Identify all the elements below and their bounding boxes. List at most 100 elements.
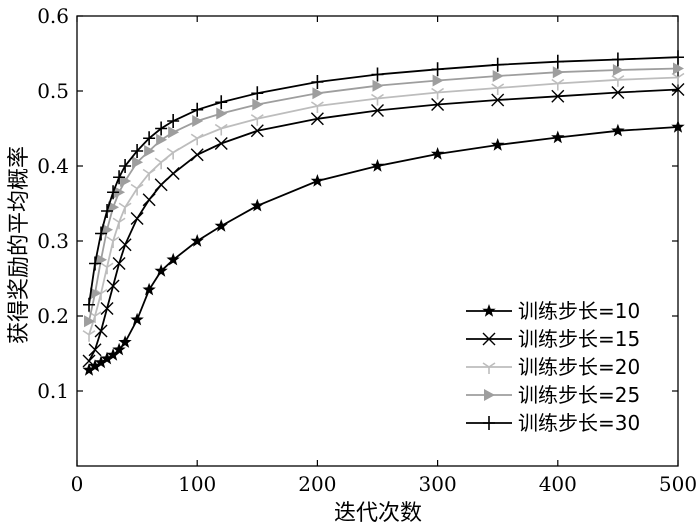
- plus-marker: [311, 75, 324, 89]
- tri-down-marker: [371, 93, 384, 106]
- x-marker: [82, 354, 96, 368]
- star-marker: [370, 159, 385, 172]
- triangle-right-marker: [372, 79, 384, 92]
- x-marker: [94, 324, 108, 338]
- triangle-right-marker: [156, 133, 168, 146]
- plus-marker: [491, 57, 504, 72]
- y-tick-label: 0.2: [37, 304, 69, 328]
- y-tick-label: 0.3: [37, 229, 69, 253]
- x-tick-label: 100: [178, 472, 216, 496]
- x-marker: [491, 93, 505, 107]
- series-5: [83, 50, 684, 312]
- x-marker: [118, 238, 132, 252]
- x-marker: [250, 124, 264, 138]
- triangle-right-marker: [132, 156, 144, 169]
- star-marker: [142, 282, 156, 296]
- legend-entry: 训练步长=25: [466, 383, 640, 407]
- star-marker: [491, 138, 505, 151]
- y-axis-label: 获得奖励的平均概率: [7, 146, 32, 344]
- tri-down-marker: [130, 183, 144, 196]
- legend: 训练步长=10 训练步长=15 训练步长=20 训练步长=25 训练步长=30: [466, 299, 640, 435]
- triangle-right-marker: [432, 74, 444, 87]
- plus-marker: [167, 114, 180, 128]
- star-marker: [551, 130, 565, 144]
- x-marker: [671, 83, 685, 96]
- plus-marker: [155, 121, 168, 136]
- plus-marker: [191, 102, 204, 117]
- plus-marker: [143, 131, 156, 146]
- triangle-right-marker: [216, 107, 228, 120]
- series-4: [84, 62, 684, 328]
- x-marker: [611, 86, 625, 99]
- star-marker: [154, 264, 168, 277]
- x-marker: [371, 104, 384, 117]
- star-marker: [112, 342, 126, 356]
- x-tick-label: 500: [659, 472, 697, 496]
- x-marker: [190, 148, 204, 162]
- plus-marker: [672, 50, 684, 65]
- axes: 0 100 200 300 400 500 0.1 0.2 0.3 0.4 0.5 0.6: [37, 4, 697, 496]
- legend-label: 训练步长=20: [518, 355, 640, 379]
- y-tick-label: 0.1: [37, 379, 69, 403]
- plus-marker: [215, 95, 228, 110]
- x-marker: [88, 343, 102, 357]
- y-tick-label: 0.5: [37, 79, 69, 103]
- x-marker: [310, 112, 324, 126]
- plus-marker: [371, 67, 384, 82]
- y-tick-label: 0.6: [37, 4, 69, 28]
- x-tick-label: 300: [419, 472, 457, 496]
- legend-label: 训练步长=10: [518, 299, 640, 323]
- star-marker: [118, 335, 132, 348]
- plus-marker: [107, 185, 120, 200]
- legend-entry: 训练步长=30: [466, 411, 640, 435]
- tri-down-marker: [551, 78, 565, 91]
- triangle-right-marker: [612, 64, 624, 76]
- triangle-right-marker: [673, 62, 684, 75]
- plus-marker: [113, 170, 126, 185]
- triangle-right-marker: [84, 315, 96, 328]
- tri-down-marker: [142, 168, 156, 181]
- star-marker: [611, 123, 625, 137]
- plus-marker: [131, 144, 144, 158]
- legend-label: 训练步长=30: [518, 411, 640, 435]
- star-marker: [250, 198, 264, 212]
- x-tick-label: 400: [539, 472, 577, 496]
- tri-down-marker: [154, 157, 168, 170]
- x-tick-label: 200: [298, 472, 336, 496]
- x-marker: [106, 279, 120, 293]
- x-tick-label: 0: [71, 472, 84, 496]
- star-marker: [190, 234, 204, 247]
- star-marker: [310, 174, 325, 187]
- star-marker: [430, 147, 445, 160]
- legend-entry: 训练步长=20: [466, 355, 640, 379]
- legend-label: 训练步长=25: [518, 383, 640, 407]
- triangle-right-marker: [552, 66, 564, 79]
- star-marker: [106, 348, 120, 361]
- x-marker: [166, 167, 180, 180]
- y-tick-label: 0.4: [37, 154, 69, 178]
- plus-marker: [431, 62, 444, 77]
- series-1: [82, 120, 685, 376]
- tri-down-marker: [611, 75, 625, 87]
- x-axis-label: 迭代次数: [334, 501, 422, 526]
- x-marker: [154, 178, 168, 192]
- star-marker: [671, 120, 685, 133]
- tri-down-marker: [482, 362, 496, 374]
- plus-marker: [251, 86, 264, 101]
- triangle-right-marker: [144, 145, 156, 157]
- plus-marker: [95, 226, 108, 241]
- x-marker: [482, 332, 496, 346]
- x-marker: [100, 302, 114, 315]
- series-line: [88, 67, 679, 322]
- star-marker: [482, 304, 496, 317]
- plus-marker: [83, 297, 96, 312]
- tri-down-marker: [190, 133, 204, 146]
- triangle-right-marker: [90, 287, 102, 300]
- tri-down-marker: [214, 123, 228, 136]
- star-marker: [100, 351, 114, 365]
- tri-down-marker: [112, 217, 126, 230]
- x-marker: [130, 212, 144, 225]
- x-marker: [431, 98, 445, 111]
- tri-down-marker: [118, 202, 132, 215]
